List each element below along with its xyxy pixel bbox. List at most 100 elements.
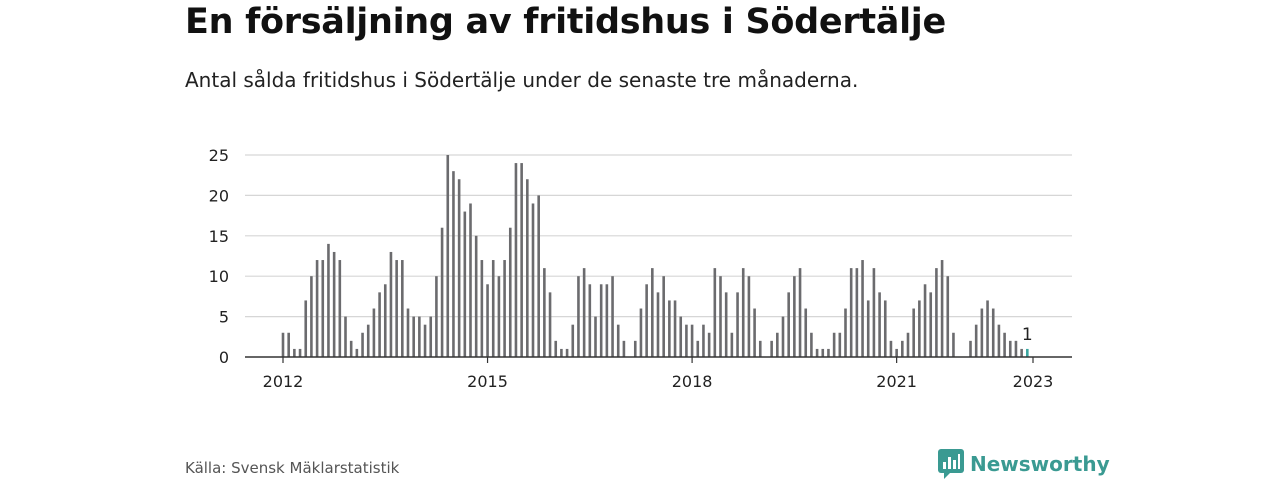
bar xyxy=(821,348,825,357)
bar xyxy=(980,308,984,357)
y-tick-label-15: 15 xyxy=(209,227,229,246)
bar-latest xyxy=(1026,348,1029,357)
bar xyxy=(696,340,700,357)
bar xyxy=(832,332,836,357)
bar xyxy=(366,324,370,357)
bar xyxy=(707,332,711,357)
bar xyxy=(361,332,364,357)
bar xyxy=(548,292,552,357)
bar xyxy=(815,348,819,357)
bar xyxy=(662,276,665,357)
bar xyxy=(758,340,762,357)
bar xyxy=(912,308,915,357)
bar xyxy=(281,332,285,357)
bar xyxy=(594,316,597,357)
bar xyxy=(804,308,808,357)
bar xyxy=(293,348,296,357)
bar xyxy=(827,348,830,357)
bar xyxy=(412,316,415,357)
bar xyxy=(974,324,978,357)
newsworthy-logo-icon xyxy=(938,449,964,479)
bar xyxy=(633,340,637,357)
x-tick-label-2021: 2021 xyxy=(876,372,917,391)
bar xyxy=(321,260,325,357)
bar xyxy=(446,155,450,357)
bar xyxy=(685,324,688,357)
bar xyxy=(486,284,489,357)
bar xyxy=(1008,340,1012,357)
bar xyxy=(690,324,694,357)
bar xyxy=(457,179,461,357)
bar xyxy=(406,308,410,357)
bar xyxy=(810,332,813,357)
bar xyxy=(719,276,722,357)
bar xyxy=(508,227,512,357)
bar xyxy=(798,268,802,357)
bar xyxy=(679,316,683,357)
bar xyxy=(883,300,887,357)
bar xyxy=(747,276,751,357)
bar xyxy=(906,332,910,357)
bar xyxy=(423,324,427,357)
bar xyxy=(929,292,933,357)
bar xyxy=(895,348,898,357)
bar xyxy=(1014,340,1018,357)
bar xyxy=(577,276,580,357)
bar xyxy=(787,292,790,357)
chart-subtitle: Antal sålda fritidshus i Södertälje unde… xyxy=(185,68,859,92)
bar xyxy=(918,300,921,357)
y-tick-label-20: 20 xyxy=(209,186,229,205)
bar xyxy=(935,268,938,357)
bar xyxy=(656,292,660,357)
bar xyxy=(304,300,308,357)
brand-name: Newsworthy xyxy=(970,452,1110,476)
bar xyxy=(435,276,438,357)
brand-logo[interactable]: Newsworthy xyxy=(938,449,1110,479)
bar xyxy=(582,268,586,357)
bar xyxy=(469,203,472,357)
x-tick-label-2015: 2015 xyxy=(467,372,508,391)
bar xyxy=(605,284,609,357)
bar xyxy=(946,276,950,357)
bar xyxy=(571,324,575,357)
bar xyxy=(986,300,989,357)
bar xyxy=(554,340,558,357)
bar xyxy=(497,276,501,357)
y-tick-label-25: 25 xyxy=(209,146,229,165)
bar xyxy=(651,268,654,357)
bar xyxy=(753,308,756,357)
bar xyxy=(997,324,1001,357)
bar xyxy=(383,284,387,357)
bar xyxy=(395,260,398,357)
bar xyxy=(645,284,648,357)
x-tick-label-2023: 2023 xyxy=(1013,372,1054,391)
bar xyxy=(770,340,773,357)
bar xyxy=(537,195,540,357)
bar xyxy=(588,284,592,357)
bar xyxy=(793,276,796,357)
bar xyxy=(514,163,518,357)
y-tick-label-5: 5 xyxy=(219,308,229,327)
bar xyxy=(599,284,603,357)
bar xyxy=(389,251,393,357)
bar xyxy=(923,284,927,357)
bar xyxy=(378,292,381,357)
bar xyxy=(713,268,717,357)
bar xyxy=(901,340,904,357)
bar xyxy=(878,292,881,357)
bar xyxy=(889,340,893,357)
bar xyxy=(543,268,546,357)
bar xyxy=(287,332,290,357)
bar xyxy=(724,292,728,357)
bar xyxy=(440,227,444,357)
bar xyxy=(622,340,626,357)
data-label-latest: 1 xyxy=(1022,325,1033,345)
bar xyxy=(463,211,467,357)
bar xyxy=(866,300,870,357)
bar xyxy=(741,268,745,357)
bar xyxy=(344,316,347,357)
bar xyxy=(503,260,506,357)
bar xyxy=(872,268,876,357)
bar xyxy=(315,260,319,357)
y-tick-label-0: 0 xyxy=(219,348,229,367)
